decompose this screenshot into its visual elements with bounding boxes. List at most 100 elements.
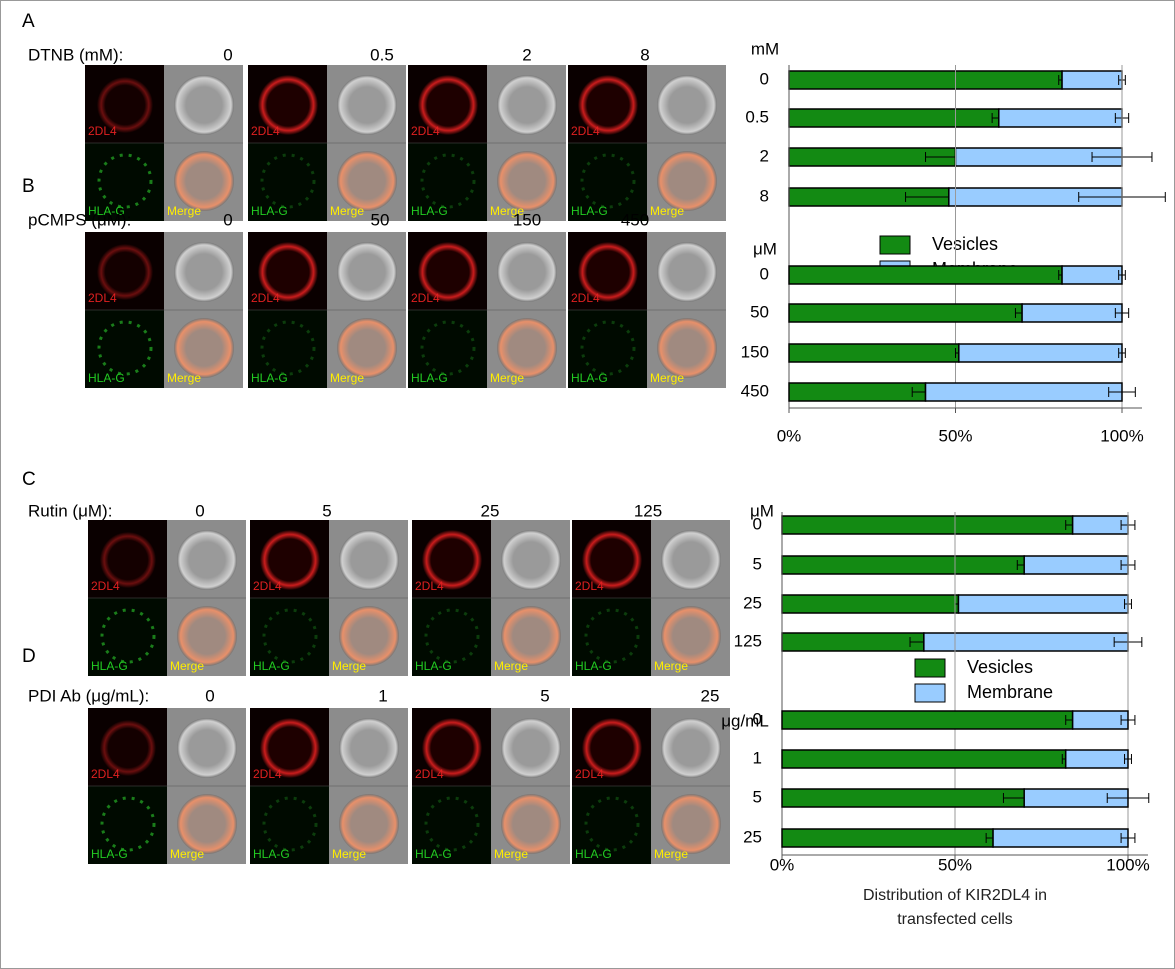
y-tick-label: 0.5 bbox=[745, 107, 769, 126]
channel-label: HLA-G bbox=[253, 659, 290, 673]
legend-swatch bbox=[880, 236, 910, 254]
bar-segment bbox=[789, 344, 959, 362]
merge-cell bbox=[177, 606, 237, 666]
bar-segment bbox=[1024, 556, 1128, 574]
treatment-label: pCMPS (μM): bbox=[28, 210, 131, 229]
x-tick-label: 50% bbox=[938, 855, 972, 874]
channel-label: 2DL4 bbox=[415, 579, 444, 593]
channel-label: HLA-G bbox=[415, 659, 452, 673]
channel-label: Merge bbox=[490, 371, 524, 385]
y-tick-label: 125 bbox=[734, 631, 762, 650]
dic-cell bbox=[177, 530, 237, 590]
bar-segment bbox=[958, 595, 1128, 613]
channel-label: Merge bbox=[494, 659, 528, 673]
panel-letter: A bbox=[22, 11, 35, 32]
channel-label: Merge bbox=[170, 659, 204, 673]
merge-cell bbox=[661, 606, 721, 666]
merge-cell bbox=[337, 151, 397, 211]
bar-segment bbox=[782, 516, 1073, 534]
axis-unit-label: mM bbox=[751, 39, 779, 58]
dic-cell bbox=[174, 242, 234, 302]
merge-cell bbox=[339, 794, 399, 854]
dic-cell bbox=[497, 242, 557, 302]
bar-segment bbox=[782, 633, 924, 651]
channel-label: Merge bbox=[332, 659, 366, 673]
merge-cell bbox=[657, 151, 717, 211]
x-tick-label: 50% bbox=[938, 426, 972, 445]
channel-label: Merge bbox=[170, 847, 204, 861]
channel-label: 2DL4 bbox=[411, 291, 440, 305]
bar-segment bbox=[789, 383, 926, 401]
channel-label: 2DL4 bbox=[411, 124, 440, 138]
image-tile: 2DL4 HLA-G Merge bbox=[412, 520, 570, 676]
x-tick-label: 0% bbox=[777, 426, 802, 445]
channel-label: HLA-G bbox=[91, 847, 128, 861]
channel-label: Merge bbox=[330, 371, 364, 385]
dose-label: 1 bbox=[378, 686, 387, 705]
figure-canvas: ADTNB (mM):02DL4HLA-GMerge0.52DL4HLA-GMe… bbox=[0, 0, 1175, 969]
channel-label: HLA-G bbox=[411, 204, 448, 218]
channel-label: HLA-G bbox=[571, 371, 608, 385]
merge-cell bbox=[497, 318, 557, 378]
dic-cell bbox=[339, 530, 399, 590]
image-tile: 2DL4HLA-GMerge bbox=[408, 65, 566, 221]
merge-cell bbox=[497, 151, 557, 211]
channel-label: Merge bbox=[494, 847, 528, 861]
dose-label: 5 bbox=[322, 501, 331, 520]
image-tile: 2DL4 HLA-G Merge bbox=[250, 520, 408, 676]
x-axis-label: Distribution of KIR2DL4 in transfected c… bbox=[835, 884, 1075, 932]
panel-letter: D bbox=[22, 646, 36, 667]
bar-segment bbox=[782, 556, 1024, 574]
channel-label: Merge bbox=[650, 204, 684, 218]
dose-label: 0 bbox=[205, 686, 214, 705]
channel-label: 2DL4 bbox=[253, 579, 282, 593]
y-tick-label: 8 bbox=[760, 186, 769, 205]
legend-label: Vesicles bbox=[967, 657, 1033, 677]
channel-label: 2DL4 bbox=[88, 291, 117, 305]
dic-cell bbox=[177, 718, 237, 778]
bar-segment bbox=[789, 109, 999, 127]
bar-segment bbox=[782, 595, 958, 613]
bar-segment bbox=[782, 711, 1073, 729]
bar-segment bbox=[1073, 516, 1128, 534]
dic-cell bbox=[497, 75, 557, 135]
image-tile: 2DL4HLA-GMerge bbox=[88, 520, 246, 676]
y-tick-label: 0 bbox=[753, 709, 762, 728]
image-tile: 2DL4HLA-GMerge bbox=[88, 708, 246, 864]
panel-letter: C bbox=[22, 469, 36, 490]
bar-segment bbox=[1066, 750, 1128, 768]
panel-letter: B bbox=[22, 176, 35, 197]
dose-label: 450 bbox=[621, 210, 649, 229]
dic-cell bbox=[661, 718, 721, 778]
channel-label: Merge bbox=[654, 847, 688, 861]
bar-segment bbox=[999, 109, 1122, 127]
channel-label: Merge bbox=[332, 847, 366, 861]
channel-label: 2DL4 bbox=[251, 291, 280, 305]
y-tick-label: 25 bbox=[743, 827, 762, 846]
bar-segment bbox=[993, 829, 1128, 847]
merge-cell bbox=[174, 318, 234, 378]
channel-label: HLA-G bbox=[415, 847, 452, 861]
bar-segment bbox=[926, 383, 1122, 401]
bar-segment bbox=[782, 750, 1066, 768]
legend-label: Vesicles bbox=[932, 234, 998, 254]
dic-cell bbox=[501, 718, 561, 778]
dose-label: 25 bbox=[481, 501, 500, 520]
treatment-label: Rutin (μM): bbox=[28, 501, 112, 520]
channel-label: HLA-G bbox=[411, 371, 448, 385]
merge-cell bbox=[339, 606, 399, 666]
bar-segment bbox=[1062, 266, 1122, 284]
y-tick-label: 450 bbox=[741, 381, 769, 400]
y-tick-label: 5 bbox=[753, 787, 762, 806]
channel-label: HLA-G bbox=[251, 371, 288, 385]
channel-label: HLA-G bbox=[575, 847, 612, 861]
channel-label: 2DL4 bbox=[88, 124, 117, 138]
bar-segment bbox=[959, 344, 1122, 362]
dic-cell bbox=[657, 242, 717, 302]
image-tile: 2DL4HLA-GMerge bbox=[248, 65, 406, 221]
dose-label: 150 bbox=[513, 210, 541, 229]
image-tile: 2DL4HLA-GMerge bbox=[568, 232, 726, 388]
